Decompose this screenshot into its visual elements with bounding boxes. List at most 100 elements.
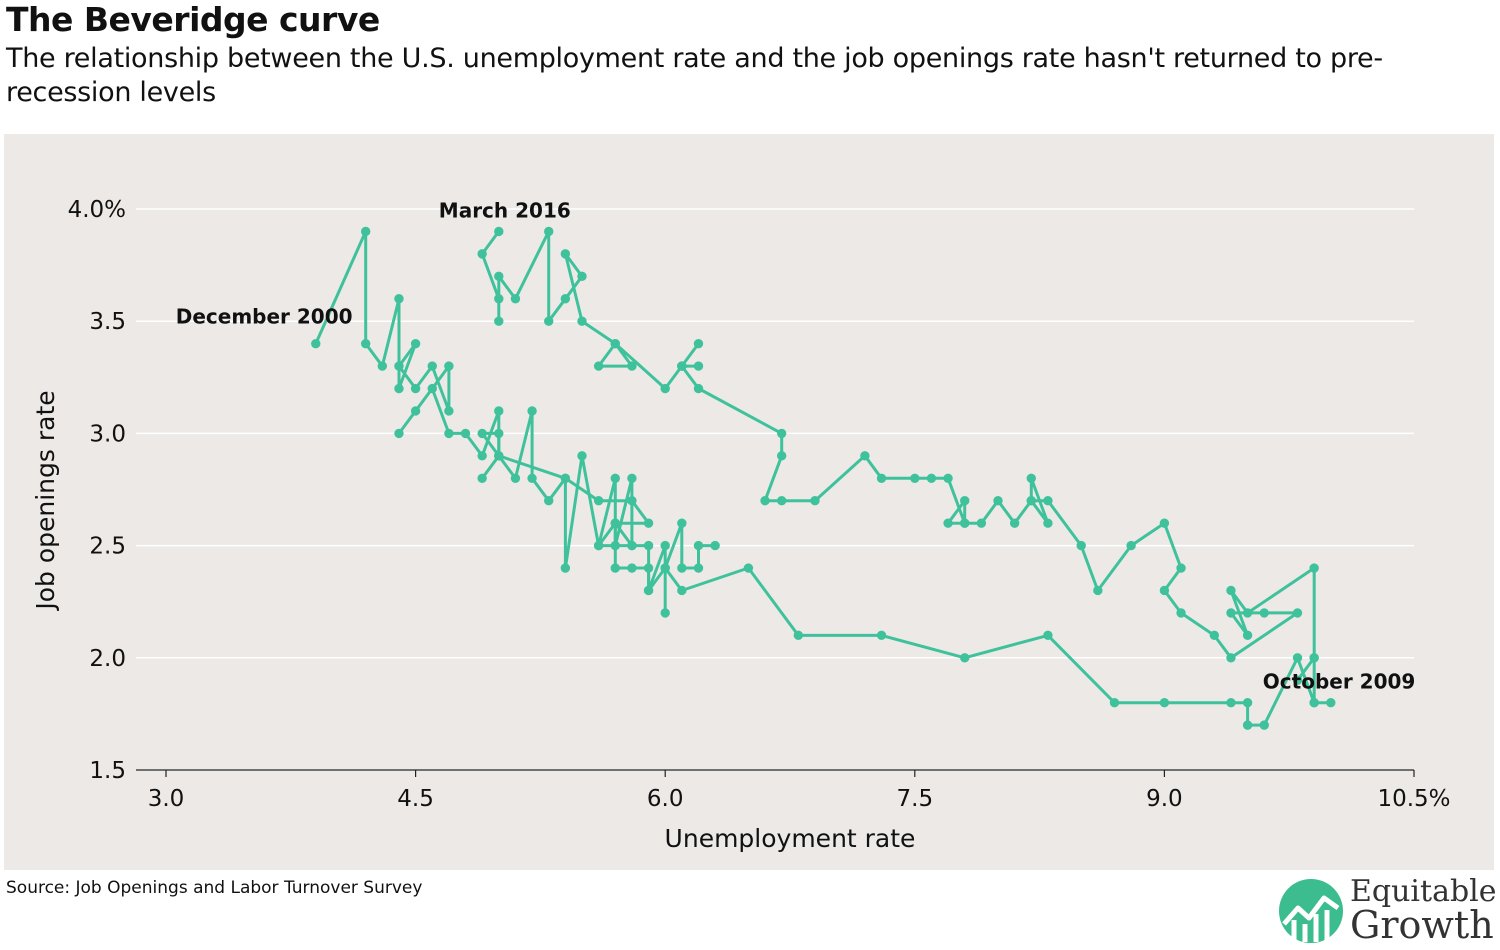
data-point (477, 473, 487, 483)
data-point (477, 428, 487, 439)
data-point (460, 428, 471, 439)
data-point (976, 518, 987, 528)
x-tick-label: 6.0 (647, 786, 684, 812)
data-point (1242, 630, 1253, 641)
data-point (360, 338, 371, 349)
data-point (410, 406, 421, 416)
data-point (444, 428, 454, 439)
data-point (1109, 697, 1120, 708)
data-point (1159, 697, 1170, 708)
y-tick-label: 2.5 (89, 534, 126, 560)
annotation-label: March 2016 (439, 198, 571, 222)
data-point (1226, 585, 1236, 596)
data-point (627, 496, 637, 506)
data-point (560, 249, 571, 259)
logo-mark-icon (1279, 879, 1343, 943)
data-point (394, 428, 404, 439)
data-point (677, 518, 687, 528)
data-point (1326, 697, 1336, 708)
y-tick-label: 4.0% (68, 197, 126, 223)
data-point (1026, 496, 1036, 506)
data-point (394, 294, 404, 304)
x-tick-label: 4.5 (397, 786, 434, 812)
data-point (1292, 675, 1303, 685)
data-point (427, 383, 437, 394)
axis-ticks: 1.5 2.0 2.5 3.0 3.5 4.0% 3.0 4.5 6.0 7.5 9.0 10.5% (68, 197, 1451, 812)
data-point (776, 496, 787, 506)
data-point (960, 653, 970, 663)
data-point (377, 361, 388, 371)
data-point (1309, 563, 1319, 573)
data-point (560, 473, 571, 483)
data-point (693, 563, 704, 573)
data-point (527, 406, 537, 416)
data-point (876, 630, 887, 641)
data-point (627, 473, 637, 483)
grid-lines (136, 208, 1414, 771)
series-line (314, 229, 1333, 727)
x-axis-title: Unemployment rate (665, 824, 916, 853)
data-point (810, 496, 820, 506)
data-point (960, 496, 970, 506)
annotation-label: October 2009 (1263, 670, 1416, 694)
logo-text-equitable: Equitable (1350, 874, 1497, 909)
data-point (494, 294, 504, 304)
data-point (311, 338, 321, 349)
data-point (627, 540, 637, 551)
beveridge-curve-chart: 1.52.02.53.03.54.0%3.0 4.5 6.0 7.5 9.0 10.5% … (31, 197, 1451, 853)
data-point (693, 338, 704, 349)
data-point (627, 563, 637, 573)
data-point (544, 226, 554, 237)
data-point (1226, 608, 1236, 618)
data-point (743, 563, 754, 573)
data-point (610, 518, 620, 528)
data-point (1226, 653, 1236, 663)
data-point (677, 361, 687, 371)
data-point (660, 540, 670, 551)
data-point (627, 361, 637, 371)
data-point (1292, 608, 1303, 618)
data-point (410, 383, 421, 394)
data-point (1292, 653, 1303, 663)
data-point (1242, 697, 1253, 708)
data-point (943, 518, 953, 528)
x-tick-label: 3.0 (148, 786, 185, 812)
x-tick-label: 7.5 (897, 786, 934, 812)
data-point (1159, 585, 1170, 596)
data-point (494, 271, 504, 282)
data-point (643, 518, 654, 528)
y-tick-label: 1.5 (89, 758, 126, 784)
data-point (910, 473, 920, 483)
source-note: Source: Job Openings and Labor Turnover … (6, 878, 423, 898)
data-point (876, 473, 887, 483)
data-point (494, 226, 504, 237)
data-point (693, 383, 704, 394)
data-point (776, 451, 787, 461)
data-point (660, 383, 670, 394)
data-point (610, 540, 620, 551)
y-tick-label: 3.0 (89, 421, 126, 447)
data-point (610, 563, 620, 573)
data-point (1226, 697, 1236, 708)
data-point (510, 294, 521, 304)
data-point (593, 540, 604, 551)
data-point (494, 406, 504, 416)
data-point (710, 540, 720, 551)
data-point (1009, 518, 1020, 528)
data-point (494, 316, 504, 326)
data-point (693, 361, 704, 371)
data-point (993, 496, 1003, 506)
data-point (793, 630, 804, 641)
data-point (960, 518, 970, 528)
data-point (444, 361, 454, 371)
data-point (1159, 518, 1170, 528)
data-point (1126, 540, 1136, 551)
data-point (610, 338, 620, 349)
data-point (926, 473, 937, 483)
data-point (1209, 630, 1220, 641)
data-point (427, 361, 437, 371)
data-point (1176, 563, 1186, 573)
data-point (1259, 608, 1269, 618)
data-point (643, 585, 654, 596)
data-point (394, 361, 404, 371)
